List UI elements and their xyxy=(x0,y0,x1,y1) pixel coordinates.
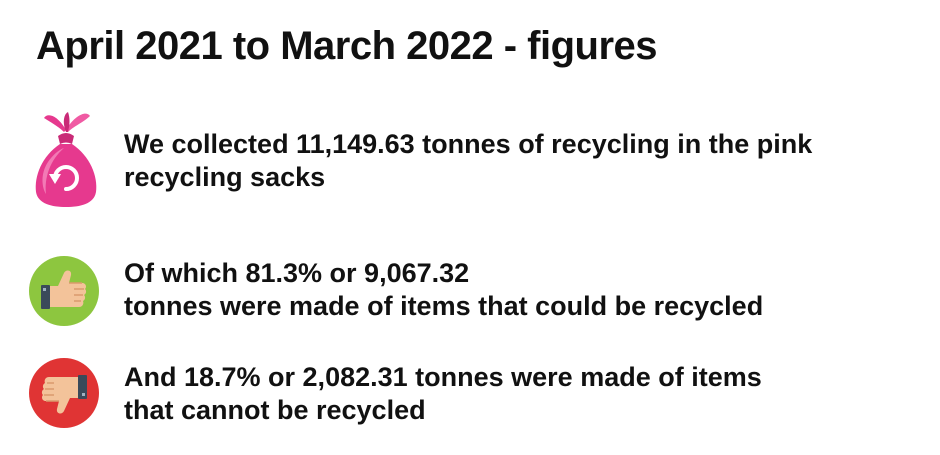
stat-collected-line-2: recycling sacks xyxy=(124,162,326,192)
page-title: April 2021 to March 2022 - figures xyxy=(36,24,658,68)
stat-non-recyclable-line-1: And 18.7% or 2,082.31 tonnes were made o… xyxy=(124,362,762,392)
thumbs-up-icon xyxy=(28,255,100,332)
stat-non-recyclable-line-2: that cannot be recycled xyxy=(124,395,426,425)
stat-recyclable-line-2: tonnes were made of items that could be … xyxy=(124,291,764,321)
stat-collected-line-1: We collected 11,149.63 tonnes of recycli… xyxy=(124,129,813,159)
stat-recyclable-line-1: Of which 81.3% or 9,067.32 xyxy=(124,258,470,288)
pink-recycling-sack-icon xyxy=(28,108,104,213)
stat-non-recyclable: And 18.7% or 2,082.31 tonnes were made o… xyxy=(0,357,940,437)
thumbs-down-icon xyxy=(28,357,100,434)
stat-recyclable: Of which 81.3% or 9,067.32 tonnes were m… xyxy=(0,255,940,335)
stat-collected: We collected 11,149.63 tonnes of recycli… xyxy=(0,108,940,208)
